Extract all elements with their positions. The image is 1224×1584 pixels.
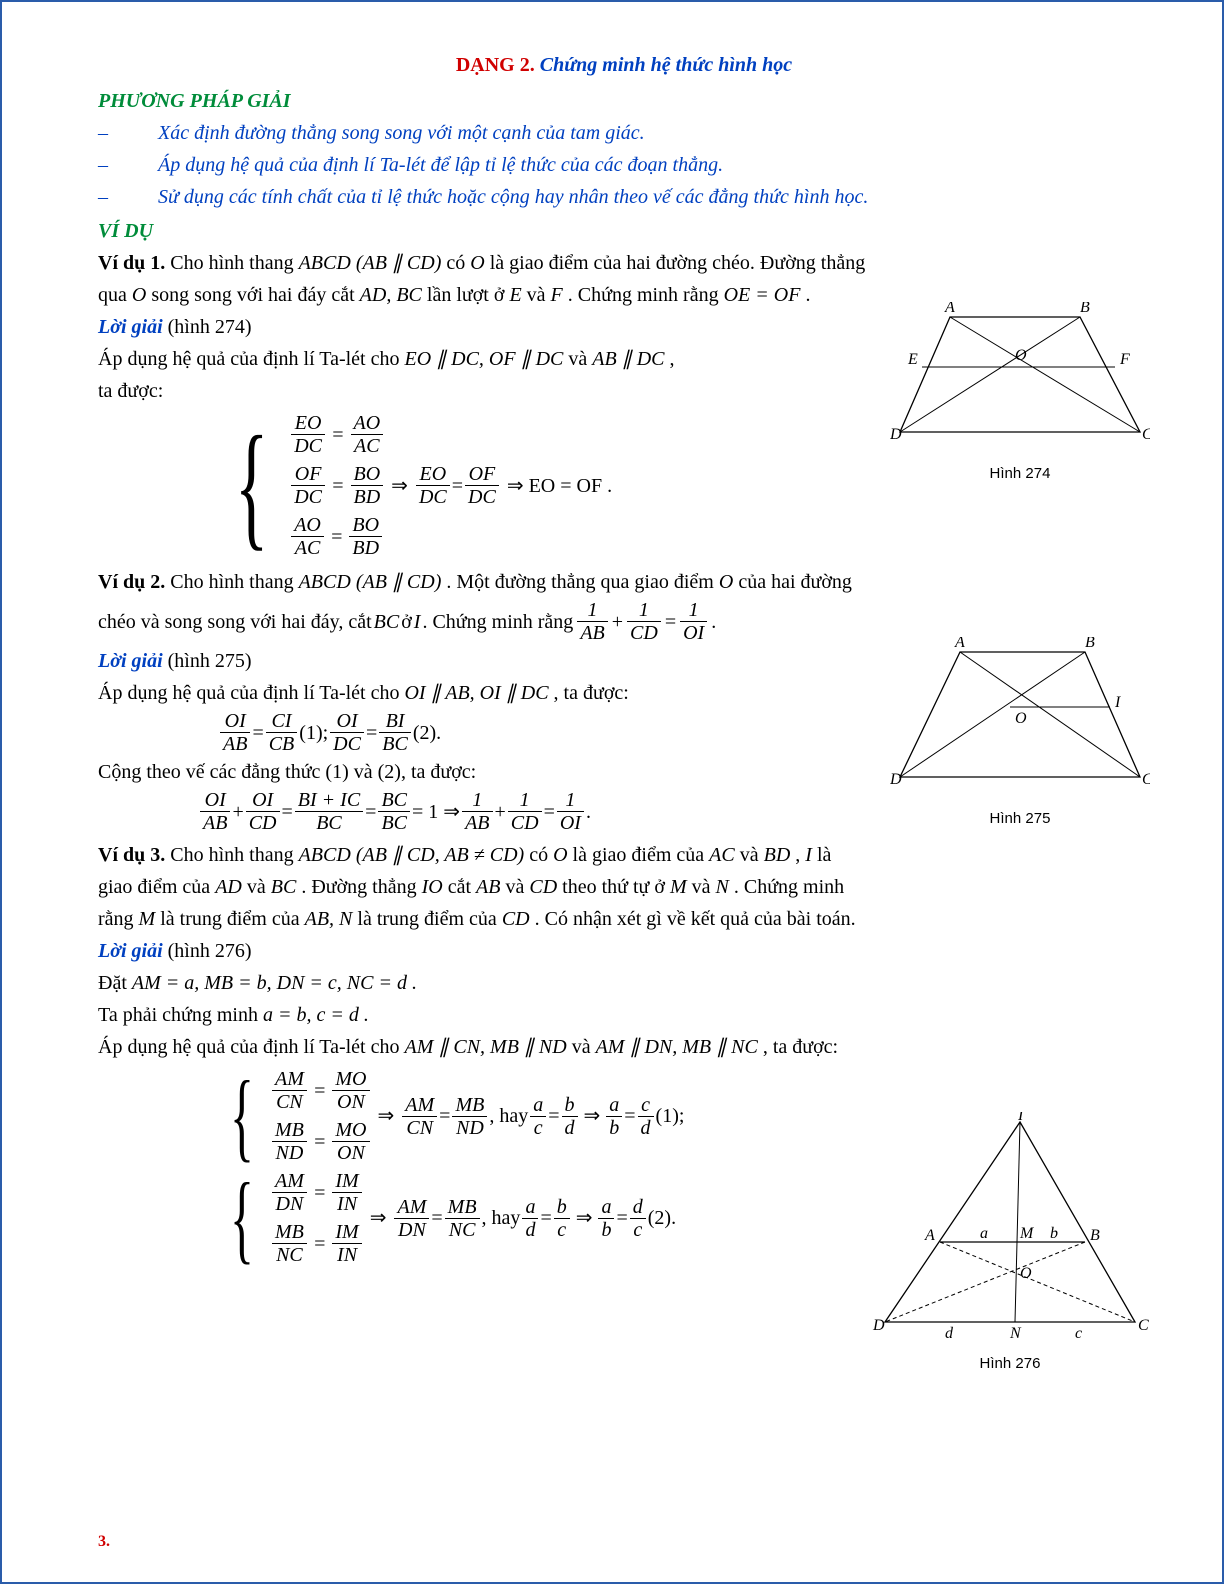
svg-text:M: M [1019, 1225, 1035, 1242]
svg-text:A: A [954, 637, 965, 651]
method-heading: PHƯƠNG PHÁP GIẢI [98, 86, 1150, 116]
brace-icon: { [230, 1071, 254, 1161]
svg-text:O: O [1015, 347, 1027, 364]
title-red: DẠNG 2. [456, 54, 535, 76]
svg-text:C: C [1138, 1317, 1149, 1334]
svg-text:I: I [1114, 694, 1121, 711]
vd3-line1: Ví dụ 3. Cho hình thang ABCD (AB ∥ CD, A… [98, 840, 1150, 870]
page-number: 3. [98, 1530, 110, 1554]
svg-text:N: N [1009, 1325, 1022, 1342]
svg-text:E: E [907, 351, 918, 368]
dash: – [98, 150, 158, 180]
fig-caption: Hình 276 [870, 1353, 1150, 1376]
title-blue: Chứng minh hệ thức hình học [535, 54, 792, 76]
svg-text:C: C [1142, 426, 1150, 443]
vd3-line3: rằng M là trung điểm của AB, N là trung … [98, 904, 1150, 934]
fig-caption: Hình 275 [890, 808, 1150, 831]
method-item: – Áp dụng hệ quả của định lí Ta-lét để l… [98, 150, 1150, 180]
page: DẠNG 2. Chứng minh hệ thức hình học PHƯƠ… [0, 0, 1224, 1584]
vidu-heading: VÍ DỤ [98, 216, 1150, 246]
dash: – [98, 182, 158, 212]
svg-text:D: D [890, 771, 902, 788]
svg-text:B: B [1090, 1227, 1100, 1244]
svg-text:D: D [872, 1317, 885, 1334]
figure-274: A B C D E F O Hình 274 [890, 302, 1150, 486]
vd3-prove: Ta phải chứng minh a = b, c = d . [98, 1000, 1150, 1030]
method-text: Xác định đường thẳng song song với một c… [158, 118, 645, 148]
vd2-line1: Ví dụ 2. Cho hình thang ABCD (AB ∥ CD) .… [98, 567, 1150, 597]
svg-text:a: a [980, 1225, 988, 1242]
triangle-diagram: I A B D C M N O a b d c [870, 1112, 1150, 1342]
svg-text:d: d [945, 1325, 954, 1342]
svg-text:B: B [1080, 302, 1090, 316]
vd3-dat: Đặt AM = a, MB = b, DN = c, NC = d . [98, 968, 1150, 998]
section-title: DẠNG 2. Chứng minh hệ thức hình học [98, 50, 1150, 80]
fig-caption: Hình 274 [890, 463, 1150, 486]
svg-text:c: c [1075, 1325, 1082, 1342]
method-text: Áp dụng hệ quả của định lí Ta-lét để lập… [158, 150, 723, 180]
trapezoid-diagram-2: A B C D O I [890, 637, 1150, 797]
svg-text:D: D [890, 426, 902, 443]
svg-text:C: C [1142, 771, 1150, 788]
brace-icon: { [230, 1173, 254, 1263]
svg-text:b: b [1050, 1225, 1058, 1242]
svg-text:O: O [1020, 1265, 1032, 1282]
brace-icon: { [235, 423, 269, 549]
svg-text:A: A [924, 1227, 935, 1244]
vd3-loigiai: Lời giải (hình 276) [98, 936, 1150, 966]
vd1-label: Ví dụ 1. [98, 252, 165, 274]
dash: – [98, 118, 158, 148]
method-text: Sử dụng các tính chất của tỉ lệ thức hoặ… [158, 182, 868, 212]
svg-text:I: I [1017, 1112, 1024, 1124]
svg-text:F: F [1119, 351, 1130, 368]
vd3-apply: Áp dụng hệ quả của định lí Ta-lét cho AM… [98, 1032, 1150, 1062]
method-item: – Xác định đường thẳng song song với một… [98, 118, 1150, 148]
svg-text:B: B [1085, 637, 1095, 651]
vd1-line1: Ví dụ 1. Cho hình thang ABCD (AB ∥ CD) c… [98, 248, 1150, 278]
svg-text:O: O [1015, 710, 1027, 727]
method-item: – Sử dụng các tính chất của tỉ lệ thức h… [98, 182, 1150, 212]
vd3-line2: giao điểm của AD và BC . Đường thẳng IO … [98, 872, 1150, 902]
figure-276: I A B D C M N O a b d c Hình 276 [870, 1112, 1150, 1376]
figure-275: A B C D O I Hình 275 [890, 637, 1150, 831]
trapezoid-diagram: A B C D E F O [890, 302, 1150, 452]
svg-text:A: A [944, 302, 955, 316]
